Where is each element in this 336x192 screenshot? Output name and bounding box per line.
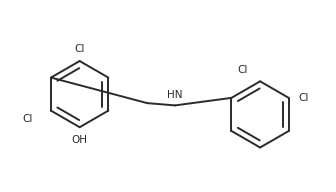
- Text: Cl: Cl: [22, 114, 32, 124]
- Text: Cl: Cl: [298, 93, 309, 103]
- Text: HN: HN: [167, 90, 183, 100]
- Text: Cl: Cl: [238, 65, 248, 75]
- Text: OH: OH: [72, 136, 88, 146]
- Text: Cl: Cl: [75, 44, 85, 54]
